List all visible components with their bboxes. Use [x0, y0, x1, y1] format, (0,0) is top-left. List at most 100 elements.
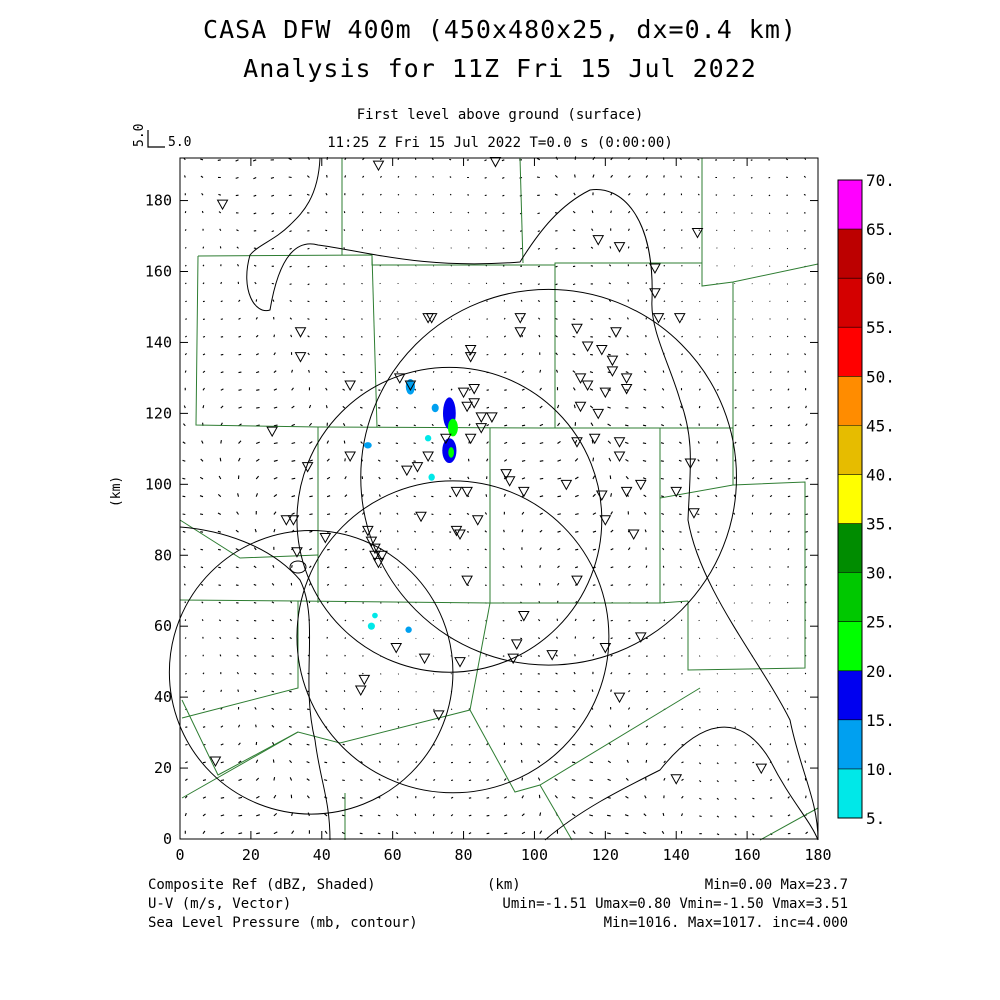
station-marker — [514, 327, 527, 338]
station-marker — [592, 235, 605, 246]
colorbar-label: 70. — [866, 171, 895, 190]
station-marker — [613, 242, 626, 253]
station-marker — [400, 465, 413, 477]
station-marker — [294, 327, 307, 338]
station-markers — [209, 157, 768, 785]
station-marker — [634, 632, 647, 643]
station-marker — [571, 575, 583, 587]
station-marker — [599, 387, 612, 399]
footer-stats-wind: Umin=-1.51 Umax=0.80 Vmin=-1.50 Vmax=3.5… — [502, 896, 848, 912]
station-marker — [475, 412, 488, 423]
station-marker — [344, 380, 356, 392]
station-marker — [673, 313, 686, 324]
station-marker — [599, 642, 612, 654]
colorbar-swatch — [838, 572, 862, 622]
footer-field-wind: U-V (m/s, Vector) — [148, 896, 292, 912]
colorbar-swatch — [838, 376, 862, 426]
plot-frame — [179, 157, 819, 840]
station-marker — [471, 515, 484, 526]
station-marker — [372, 160, 385, 172]
station-marker — [571, 323, 583, 335]
colorbar-label: 20. — [866, 662, 895, 681]
echo-cell — [424, 435, 432, 442]
station-marker — [517, 486, 530, 498]
ref-vector-label: 5.0 — [168, 135, 191, 150]
x-tick-label: 140 — [663, 846, 690, 864]
colorbar-swatch — [838, 425, 862, 475]
colorbar-label: 5. — [866, 809, 885, 828]
station-marker — [362, 525, 374, 537]
footer-stats-pressure: Min=1016. Max=1017. inc=4.000 — [603, 915, 848, 931]
station-marker — [620, 486, 633, 498]
colorbar: 5. 10. 15. 20. 25. 30. 35. 40. 45. 50. 55. 60. 65. 70… — [837, 171, 895, 828]
x-tick-label: 180 — [804, 846, 831, 864]
station-marker — [216, 199, 229, 211]
colorbar-swatch — [838, 327, 862, 377]
station-marker — [486, 412, 498, 423]
colorbar-label: 15. — [866, 711, 895, 730]
time-label: 11:25 Z Fri 15 Jul 2022 T=0.0 s (0:00:00… — [327, 135, 673, 151]
station-marker — [606, 366, 619, 377]
station-marker — [287, 515, 300, 526]
station-marker — [464, 352, 477, 363]
station-marker — [354, 685, 367, 697]
colorbar-label: 50. — [866, 367, 895, 386]
colorbar-swatch — [838, 474, 862, 524]
x-tick-label: 20 — [242, 846, 260, 864]
x-tick-label: 60 — [384, 846, 402, 864]
station-marker — [432, 710, 445, 721]
echo-cell — [448, 447, 454, 458]
colorbar-swatch — [838, 523, 862, 573]
radar-ring — [296, 366, 603, 673]
colorbar-swatch — [838, 719, 862, 769]
x-tick-label: 100 — [521, 846, 548, 864]
colorbar-swatch — [838, 229, 862, 279]
station-marker — [606, 355, 619, 367]
level-label: First level above ground (surface) — [356, 107, 644, 123]
station-marker — [266, 426, 279, 438]
x-axis-unit-label: (km) — [487, 877, 521, 893]
colorbar-label: 60. — [866, 269, 895, 288]
station-marker — [670, 774, 683, 785]
station-marker — [319, 533, 332, 544]
wind-vectors — [182, 156, 809, 836]
station-marker — [358, 674, 371, 686]
station-marker — [294, 352, 307, 363]
station-marker — [390, 642, 403, 654]
station-marker — [613, 437, 626, 448]
station-marker — [422, 451, 434, 462]
station-marker — [450, 525, 463, 537]
colorbar-label: 30. — [866, 564, 895, 583]
station-marker — [450, 486, 463, 498]
station-marker — [620, 373, 633, 384]
station-marker — [291, 547, 303, 558]
colorbar-swatch — [838, 768, 862, 818]
plot-area: 0 20 40 60 80 100 120 140 160 180 0 20 40 60 80 100 120 1… — [109, 156, 832, 864]
station-marker — [627, 529, 640, 540]
y-tick-label: 0 — [163, 830, 172, 848]
station-marker — [517, 611, 530, 622]
radar-ring — [360, 288, 737, 666]
station-marker — [510, 639, 523, 650]
station-marker — [610, 327, 622, 338]
station-marker — [560, 479, 573, 491]
station-marker — [344, 451, 356, 462]
station-marker — [514, 313, 527, 324]
station-marker — [369, 543, 381, 555]
station-marker — [649, 288, 661, 299]
chart-title: CASA DFW 400m (450x480x25, dx=0.4 km) — [203, 15, 797, 44]
station-marker — [468, 384, 481, 395]
x-tick-label: 40 — [313, 846, 331, 864]
x-tick-label: 0 — [175, 846, 184, 864]
station-marker — [592, 408, 605, 420]
station-marker — [588, 433, 601, 445]
station-marker — [620, 384, 633, 395]
station-marker — [595, 345, 608, 356]
station-marker — [376, 550, 388, 562]
station-marker — [649, 263, 661, 274]
footer-field-ref: Composite Ref (dBZ, Shaded) — [148, 877, 376, 893]
station-marker — [393, 373, 406, 384]
y-tick-label: 60 — [154, 617, 172, 635]
colorbar-swatch — [838, 670, 862, 720]
footer-field-pressure: Sea Level Pressure (mb, contour) — [148, 915, 418, 931]
